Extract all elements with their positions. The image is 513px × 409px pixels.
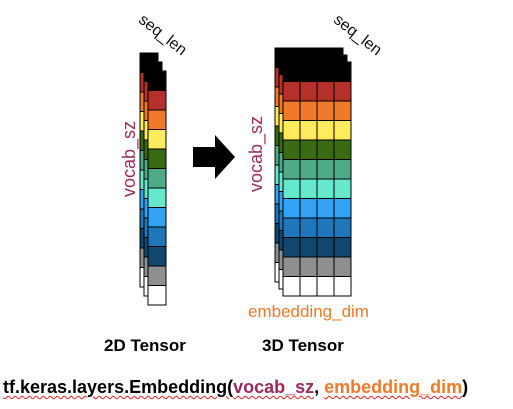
- tensor-3d-cell: [316, 276, 335, 297]
- tensor-3d-cell: [299, 100, 318, 121]
- tensor-2d-cell: [147, 265, 167, 286]
- tensor-3d-stack: [274, 47, 352, 297]
- tensor-2d-cell: [147, 70, 167, 91]
- tensor-3d-cell: [282, 100, 301, 121]
- tensor-3d-cell: [299, 178, 318, 199]
- tensor-3d-cell: [316, 256, 335, 277]
- tensor-3d-cell: [299, 139, 318, 160]
- tensor-3d-cell: [333, 237, 352, 258]
- tensor-3d-cell: [282, 178, 301, 199]
- tensor-3d-cell: [333, 61, 352, 82]
- formula-separator: ,: [314, 377, 325, 397]
- tensor-3d-cell: [299, 237, 318, 258]
- tensor-3d-cell: [282, 81, 301, 102]
- tensor-3d-cell: [333, 198, 352, 219]
- tensor-3d-cell: [316, 217, 335, 238]
- tensor-3d-cell: [299, 81, 318, 102]
- embedding-dim-label: embedding_dim: [248, 302, 369, 321]
- tensor-3d-cell: [333, 100, 352, 121]
- tensor-3d-cell: [299, 276, 318, 297]
- vocab-sz-label-2d: vocab_sz: [119, 120, 139, 197]
- tensor-3d-cell: [299, 61, 318, 82]
- tensor-3d-cell: [333, 256, 352, 277]
- tensor-3d-cell: [316, 198, 335, 219]
- embedding-formula: tf.keras.layers.Embedding(vocab_sz, embe…: [3, 378, 468, 396]
- tensor-3d-cell: [316, 120, 335, 141]
- tensor-3d-cell: [316, 178, 335, 199]
- right-arrow-icon: [193, 135, 235, 179]
- tensor-3d-cell: [333, 159, 352, 180]
- tensor-3d-cell: [299, 217, 318, 238]
- tensor-3d-cell: [333, 120, 352, 141]
- tensor-3d-cell: [282, 61, 301, 82]
- tensor-3d-cell: [282, 198, 301, 219]
- formula-prefix: tf.keras.layers.Embedding(: [3, 377, 234, 397]
- tensor-2d-cell: [147, 207, 167, 228]
- formula-arg-vocab: vocab_sz: [233, 377, 315, 397]
- tensor-3d-cell: [299, 198, 318, 219]
- tensor-3d-cell: [333, 276, 352, 297]
- tensor-3d-cell: [282, 139, 301, 160]
- tensor-3d-cell: [333, 139, 352, 160]
- tensor-3d-cell: [282, 120, 301, 141]
- tensor-3d-cell: [333, 178, 352, 199]
- tensor-2d-cell: [147, 226, 167, 247]
- tensor-3d-cell: [333, 81, 352, 102]
- tensor-2d-cell: [147, 109, 167, 130]
- tensor-3d-cell: [299, 159, 318, 180]
- tensor-3d-cell: [316, 237, 335, 258]
- tensor-3d-cell: [316, 61, 335, 82]
- tensor-3d-cell: [282, 217, 301, 238]
- tensor-3d-cell: [299, 256, 318, 277]
- caption-2d-tensor: 2D Tensor: [104, 336, 186, 355]
- tensor-3d-cell: [316, 81, 335, 102]
- tensor-3d-cell: [282, 159, 301, 180]
- vocab-sz-label-3d: vocab_sz: [246, 115, 266, 192]
- tensor-3d-cell: [316, 159, 335, 180]
- tensor-2d-cell: [147, 148, 167, 169]
- tensor-2d-cell: [147, 246, 167, 267]
- tensor-3d-cell: [299, 120, 318, 141]
- formula-arg-embedding: embedding_dim: [324, 377, 463, 397]
- tensor-2d-cell: [147, 285, 167, 306]
- tensor-2d-stack: [139, 52, 167, 306]
- tensor-2d-cell: [147, 168, 167, 189]
- tensor-2d-cell: [147, 90, 167, 111]
- tensor-3d-cell: [316, 100, 335, 121]
- tensor-2d-cell: [147, 187, 167, 208]
- tensor-3d-cell: [316, 139, 335, 160]
- tensor-2d-cell: [147, 129, 167, 150]
- tensor-3d-cell: [282, 256, 301, 277]
- caption-3d-tensor: 3D Tensor: [262, 336, 344, 355]
- tensor-3d-cell: [282, 237, 301, 258]
- tensor-3d-cell: [333, 217, 352, 238]
- formula-suffix: ): [462, 377, 469, 397]
- tensor-3d-cell: [282, 276, 301, 297]
